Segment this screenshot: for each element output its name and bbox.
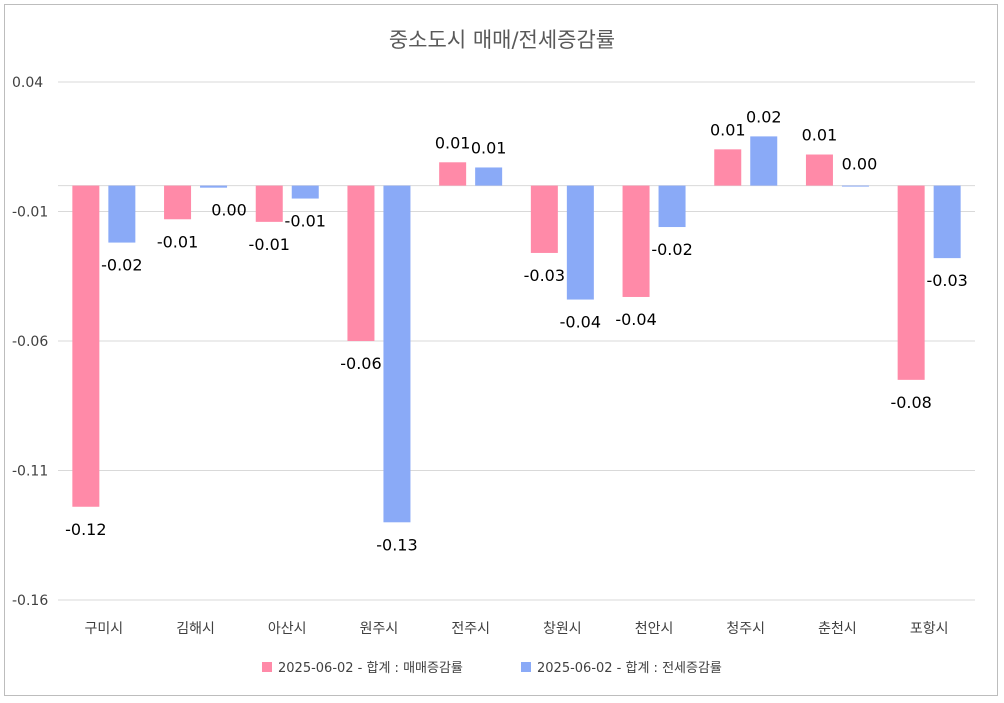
data-label: 0.00 [842,155,878,174]
chart-frame [4,4,998,696]
bar-series-2-8 [750,136,778,186]
y-tick-label: 0.04 [12,75,43,91]
legend-label-2: 2025-06-02 - 합계 : 전세증감률 [537,661,722,676]
bar-series-2-4 [383,185,411,523]
bar-series-2-9 [841,185,869,187]
x-tick-label: 청주시 [726,621,765,637]
data-label: -0.02 [101,256,142,275]
x-tick-label: 구미시 [85,621,124,637]
bar-series-1-2 [164,185,192,220]
y-tick-label: -0.01 [12,205,48,221]
bar-series-1-1 [72,185,100,507]
bar-series-2-3 [291,185,319,199]
data-label: -0.06 [340,354,381,373]
gridlines [58,81,975,601]
legend: 2025-06-02 - 합계 : 매매증감률 2025-06-02 - 합계 :… [262,661,722,676]
x-tick-label: 창원시 [543,621,582,637]
y-tick-label: -0.16 [12,593,48,609]
x-tick-label: 포항시 [910,621,949,637]
y-tick-label: -0.11 [12,464,48,480]
y-tick-label: -0.06 [12,334,48,350]
data-label: -0.01 [285,212,326,231]
data-label: -0.08 [890,393,931,412]
x-tick-label: 김해시 [176,621,215,637]
bar-series-2-1 [108,185,136,243]
bar-series-2-7 [658,185,686,228]
x-tick-label: 아산시 [268,621,307,637]
data-label: 0.01 [435,133,471,152]
bar-series-1-6 [530,185,558,253]
data-label: -0.13 [376,535,417,554]
data-label: -0.01 [249,235,290,254]
x-tick-label: 원주시 [360,621,399,637]
data-label: -0.04 [560,313,601,332]
data-label: -0.03 [524,266,565,285]
x-tick-label: 전주시 [451,621,490,637]
data-label: 0.02 [746,107,782,126]
bar-series-2-6 [566,185,594,300]
data-label: -0.01 [157,232,198,251]
bar-series-1-5 [439,162,467,186]
bar-series-1-9 [805,154,833,186]
x-tick-label: 춘천시 [818,621,857,637]
chart-title: 중소도시 매매/전세증감률 [389,28,615,52]
bar-series-1-4 [347,185,375,341]
x-tick-label: 천안시 [635,621,674,637]
data-label: 0.01 [471,138,507,157]
bar-series-2-10 [933,185,961,259]
data-label: -0.04 [615,310,656,329]
bars [72,136,961,523]
data-label: 0.00 [211,201,247,220]
bar-series-1-10 [897,185,925,380]
bar-series-2-5 [475,167,503,186]
data-label: -0.12 [65,520,106,539]
x-axis: 구미시 김해시 아산시 원주시 전주시 창원시 천안시 청주시 춘천시 포항시 [85,621,949,637]
data-label: -0.02 [651,240,692,259]
bar-series-2-2 [200,185,228,188]
bar-series-1-8 [714,149,742,186]
data-labels: -0.12-0.02-0.010.00-0.01-0.01-0.06-0.130… [65,107,968,554]
bar-series-1-3 [255,185,283,222]
legend-swatch-2 [521,662,531,672]
legend-label-1: 2025-06-02 - 합계 : 매매증감률 [278,661,463,676]
data-label: 0.01 [710,120,746,139]
y-axis: 0.04 -0.01 -0.06 -0.11 -0.16 [12,75,48,609]
data-label: 0.01 [802,126,838,145]
legend-swatch-1 [262,662,272,672]
bar-series-1-7 [622,185,650,297]
data-label: -0.03 [926,271,967,290]
